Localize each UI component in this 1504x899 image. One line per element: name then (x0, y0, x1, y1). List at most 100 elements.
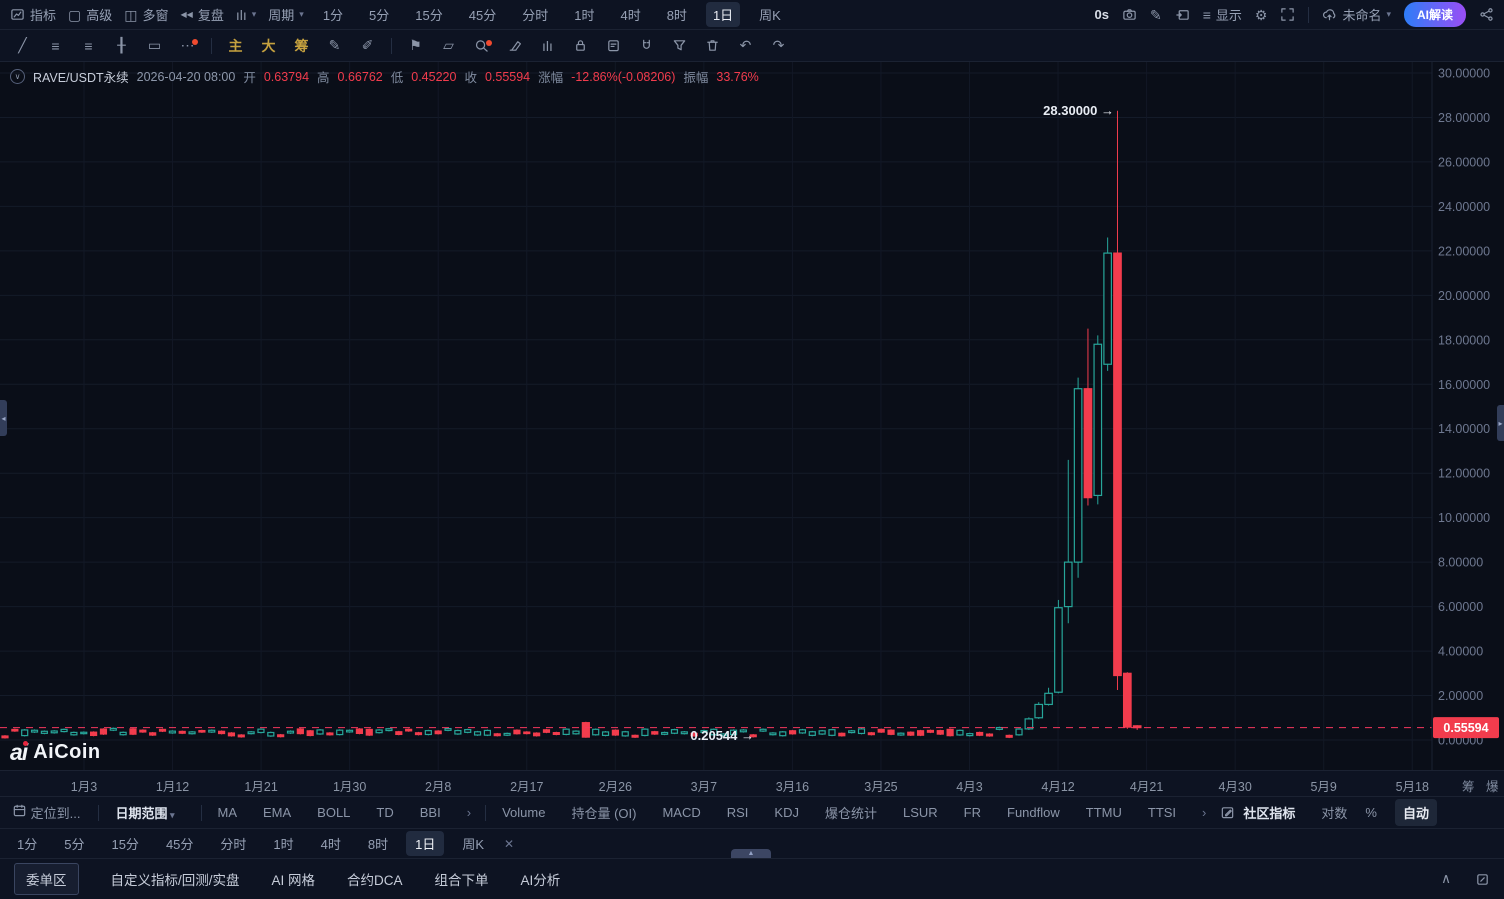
menu-period[interactable]: 周期 ▾ (268, 5, 304, 24)
sub-indicator-1[interactable]: 持仓量 (OI) (571, 806, 637, 821)
percent-scale-button[interactable]: % (1365, 805, 1377, 820)
bookmark-icon[interactable]: ⚑ (409, 37, 422, 53)
community-indicators-button[interactable]: 社区指标 (1243, 806, 1296, 821)
redo-icon[interactable]: ↷ (772, 37, 785, 53)
sub-indicator-7[interactable]: FR (963, 805, 982, 820)
camera-icon[interactable] (1122, 7, 1137, 22)
date-range-button[interactable]: 日期范围 ▾ (115, 803, 174, 822)
tf-top-5分[interactable]: 5分 (369, 8, 390, 23)
share-icon[interactable] (1479, 7, 1494, 22)
fib-lines-icon[interactable]: ≡ (84, 37, 93, 54)
tab-chip[interactable]: 筹 (294, 37, 309, 54)
magnet-icon[interactable] (630, 38, 663, 53)
left-panel-toggle[interactable]: ◂ (0, 400, 7, 436)
new-window-icon[interactable] (1175, 7, 1190, 22)
bottom-tab-5[interactable]: AI分析 (520, 873, 561, 888)
annotate-icon[interactable]: ✎ (328, 37, 341, 53)
auto-scale-button[interactable]: 自动 (1394, 799, 1437, 826)
close-icon[interactable]: ✕ (504, 836, 515, 851)
tf-bottom-1分[interactable]: 1分 (17, 837, 38, 852)
symbol-status-icon[interactable]: ∨ (10, 69, 25, 84)
tf-top-周K[interactable]: 周K (759, 8, 781, 23)
tf-top-4时[interactable]: 4时 (620, 8, 641, 23)
bottom-tab-3[interactable]: 合约DCA (347, 873, 403, 888)
bottom-tab-0[interactable]: 委单区 (14, 863, 79, 895)
undo-icon[interactable]: ↶ (739, 37, 752, 53)
gear-icon[interactable]: ⚙ (1254, 6, 1268, 23)
sub-indicator-0[interactable]: Volume (502, 805, 546, 820)
tf-bottom-1时[interactable]: 1时 (273, 837, 294, 852)
note-icon[interactable] (597, 38, 630, 53)
bottom-tab-2[interactable]: AI 网格 (271, 873, 316, 888)
trend-lines-icon[interactable]: ≡ (51, 37, 60, 54)
axis-extra-label[interactable]: 爆 (1486, 780, 1499, 794)
sub-indicator-9[interactable]: TTMU (1085, 805, 1122, 820)
sub-indicator-6[interactable]: LSUR (902, 805, 938, 820)
sub-indicator-2[interactable]: MACD (662, 805, 701, 820)
sub-indicator-8[interactable]: Fundflow (1007, 805, 1060, 820)
tf-bottom-分时[interactable]: 分时 (220, 837, 247, 852)
pencil-icon[interactable]: ✎ (1149, 6, 1162, 23)
brush-icon[interactable]: ✐ (361, 37, 374, 53)
lock-icon[interactable] (564, 38, 597, 53)
collapse-up-icon[interactable]: ∧ (1441, 871, 1451, 886)
tf-bottom-15分[interactable]: 15分 (111, 837, 139, 852)
expand-panel-icon[interactable] (1475, 872, 1490, 887)
filter-icon[interactable] (663, 38, 696, 53)
bottom-tab-1[interactable]: 自定义指标/回测/实盘 (110, 873, 240, 888)
indicator-boll[interactable]: BOLL (317, 805, 351, 820)
layout-save-button[interactable]: 未命名 ▾ (1322, 5, 1391, 24)
chart-area[interactable]: 30.00000 28.00000 26.00000 24.00000 22.00000… (0, 62, 1504, 770)
right-panel-toggle[interactable]: ▸ (1497, 405, 1504, 441)
line-tool-icon[interactable]: ╱ (18, 37, 27, 53)
indicator-bbi[interactable]: BBI (419, 805, 441, 820)
tf-top-分时[interactable]: 分时 (522, 8, 549, 23)
menu-indicators[interactable]: 指标 (10, 5, 56, 24)
indicator-td[interactable]: TD (376, 805, 394, 820)
crosshair-icon[interactable]: ╂ (117, 37, 126, 53)
tf-bottom-周K[interactable]: 周K (462, 837, 485, 852)
menu-advanced[interactable]: ▢ 高级 (68, 5, 112, 24)
axis-extra-label[interactable]: 筹 (1462, 780, 1475, 794)
tf-bottom-4时[interactable]: 4时 (320, 837, 341, 852)
more-drawings-icon[interactable]: ⋯ (171, 37, 204, 54)
x-axis[interactable]: 1月3 1月12 1月21 1月30 2月8 2月17 2月26 3月7 3月16 3月25 4月3… (0, 770, 1504, 796)
locate-button[interactable]: 定位到... (12, 803, 80, 822)
tf-top-1日[interactable]: 1日 (705, 2, 741, 27)
indicator-ma[interactable]: MA (217, 805, 238, 820)
rectangle-tool-icon[interactable]: ▭ (147, 37, 162, 53)
tf-top-1时[interactable]: 1时 (574, 8, 595, 23)
tf-bottom-45分[interactable]: 45分 (165, 837, 194, 852)
sub-indicator-10[interactable]: TTSI (1147, 805, 1177, 820)
panel-expand-handle[interactable]: ▲ (731, 849, 771, 858)
candlestick-chart[interactable]: 30.00000 28.00000 26.00000 24.00000 22.00000… (0, 62, 1504, 770)
edit-indicators-icon[interactable] (1220, 805, 1235, 820)
tf-bottom-8时[interactable]: 8时 (367, 837, 389, 852)
sub-indicator-3[interactable]: RSI (726, 805, 749, 820)
tf-top-1分[interactable]: 1分 (322, 8, 344, 23)
more-main-indicators[interactable]: › (466, 805, 472, 820)
bottom-tab-4[interactable]: 组合下单 (434, 873, 489, 888)
tf-top-15分[interactable]: 15分 (415, 8, 443, 23)
ai-analysis-button[interactable]: AI解读 (1403, 2, 1466, 27)
eraser-icon[interactable] (498, 38, 531, 53)
trash-icon[interactable] (696, 38, 729, 53)
display-button[interactable]: ≡ 显示 (1203, 5, 1242, 24)
fullscreen-icon[interactable] (1280, 7, 1295, 22)
menu-replay[interactable]: ◀◀ 复盘 (181, 5, 224, 24)
pattern-icon[interactable]: ılı (542, 37, 553, 54)
tf-bottom-1日[interactable]: 1日 (406, 831, 445, 856)
ruler-icon[interactable]: ▱ (443, 37, 454, 53)
more-sub-indicators[interactable]: › (1202, 805, 1207, 820)
menu-multi-window[interactable]: ◫ 多窗 (124, 5, 168, 24)
tf-bottom-5分[interactable]: 5分 (64, 837, 85, 852)
sub-indicator-4[interactable]: KDJ (774, 805, 799, 820)
log-scale-button[interactable]: 对数 (1321, 806, 1348, 821)
tf-top-8时[interactable]: 8时 (666, 8, 687, 23)
zoom-tool-icon[interactable] (465, 38, 498, 53)
menu-chart-style[interactable]: ılı ▾ (236, 8, 256, 22)
sub-indicator-5[interactable]: 爆仓统计 (824, 806, 877, 821)
tab-main[interactable]: 主 (228, 37, 243, 54)
tf-top-45分[interactable]: 45分 (468, 8, 497, 23)
tab-large[interactable]: 大 (261, 37, 276, 54)
